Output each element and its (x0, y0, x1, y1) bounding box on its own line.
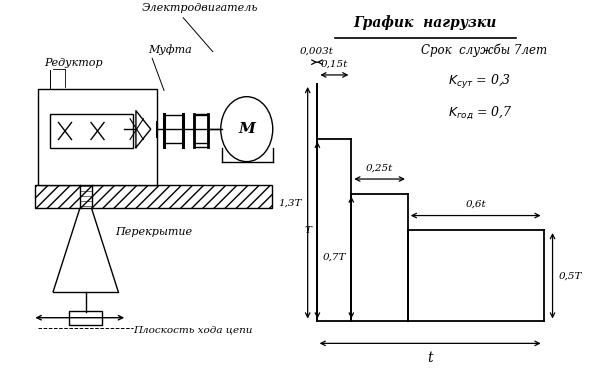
Text: M: M (238, 122, 255, 136)
Text: $K_{год}$ = 0,7: $K_{год}$ = 0,7 (448, 104, 513, 121)
Text: Срок  службы 7лет: Срок службы 7лет (421, 44, 547, 58)
Circle shape (221, 97, 273, 162)
Text: 0,7T: 0,7T (322, 253, 346, 262)
Bar (194, 115, 209, 143)
Text: Редуктор: Редуктор (44, 58, 103, 68)
Text: 0,25t: 0,25t (366, 163, 393, 173)
Text: Электродвигатель: Электродвигатель (142, 3, 258, 13)
Text: 0,5T: 0,5T (558, 271, 582, 280)
Text: Муфта: Муфта (148, 45, 191, 55)
Text: t: t (427, 351, 433, 365)
Bar (164, 115, 183, 143)
Bar (38, 89, 157, 184)
Text: 0,6t: 0,6t (465, 200, 486, 209)
Text: Плоскость хода цепи: Плоскость хода цепи (133, 325, 252, 334)
Text: 0,15t: 0,15t (321, 59, 348, 69)
Text: 0,003t: 0,003t (300, 47, 334, 56)
Polygon shape (35, 184, 272, 208)
Text: График  нагрузки: График нагрузки (353, 15, 497, 30)
Bar (50, 114, 133, 148)
Bar (70, 311, 102, 325)
Text: Перекрытие: Перекрытие (115, 227, 192, 237)
Text: T: T (305, 226, 311, 235)
Text: 1,3T: 1,3T (278, 198, 302, 207)
Text: $K_{сут}$ = 0,3: $K_{сут}$ = 0,3 (448, 73, 511, 91)
